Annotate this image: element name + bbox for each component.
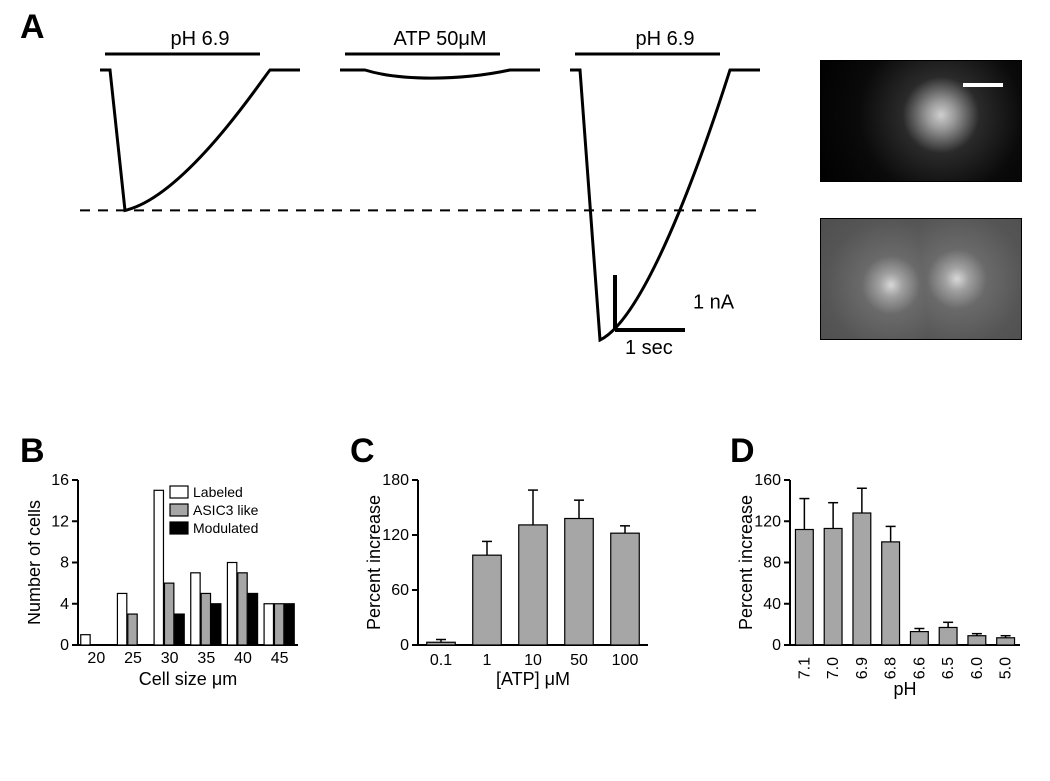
- svg-text:ASIC3 like: ASIC3 like: [193, 502, 259, 518]
- panel-d-chart: 0 40 80 120 160 Percent increase 7.1 7.0 6.9 6.8 6…: [735, 470, 1050, 750]
- svg-text:50: 50: [570, 652, 588, 669]
- svg-text:120: 120: [754, 513, 781, 530]
- svg-text:pH: pH: [893, 679, 916, 699]
- svg-text:45: 45: [271, 650, 289, 667]
- svg-text:6.8: 6.8: [883, 657, 900, 679]
- svg-text:40: 40: [763, 596, 781, 613]
- svg-text:7.0: 7.0: [825, 657, 842, 679]
- svg-text:1 sec: 1 sec: [625, 337, 673, 359]
- svg-text:16: 16: [51, 472, 69, 489]
- panel-b-label: B: [20, 432, 45, 471]
- svg-text:20: 20: [87, 650, 105, 667]
- svg-text:30: 30: [161, 650, 179, 667]
- panel-a-traces: pH 6.9 ATP 50μM pH 6.9 1 nA 1 sec: [70, 30, 770, 400]
- svg-text:Number of cells: Number of cells: [28, 500, 44, 625]
- svg-text:5.0: 5.0: [998, 657, 1015, 679]
- panel-a-label: A: [20, 8, 45, 47]
- svg-text:25: 25: [124, 650, 142, 667]
- svg-text:6.5: 6.5: [940, 657, 957, 679]
- svg-text:1: 1: [483, 652, 492, 669]
- panel-c-chart: 0 60 120 180 Percent increase 0.1 1 10 50 100 [ATP…: [363, 470, 683, 730]
- svg-text:0: 0: [400, 637, 409, 654]
- svg-text:[ATP] μM: [ATP] μM: [496, 669, 570, 689]
- svg-text:Percent increase: Percent increase: [364, 495, 384, 630]
- svg-text:180: 180: [382, 472, 409, 489]
- svg-text:60: 60: [391, 582, 409, 599]
- svg-text:100: 100: [612, 652, 639, 669]
- svg-text:160: 160: [754, 472, 781, 489]
- svg-text:10: 10: [524, 652, 542, 669]
- micrograph-brightfield: [820, 218, 1022, 340]
- scale-bar: [963, 83, 1003, 87]
- svg-text:6.9: 6.9: [854, 657, 871, 679]
- svg-text:Labeled: Labeled: [193, 484, 243, 500]
- micrograph-fluorescence: [820, 60, 1022, 182]
- svg-text:120: 120: [382, 527, 409, 544]
- svg-text:6.6: 6.6: [911, 657, 928, 679]
- svg-text:8: 8: [60, 555, 69, 572]
- svg-text:Modulated: Modulated: [193, 520, 258, 536]
- panel-c-label: C: [350, 432, 375, 471]
- svg-text:7.1: 7.1: [796, 657, 813, 679]
- svg-text:pH 6.9: pH 6.9: [636, 30, 695, 50]
- svg-text:Percent increase: Percent increase: [736, 495, 756, 630]
- svg-text:0.1: 0.1: [430, 652, 452, 669]
- panel-b-chart: 0 4 8 12 16 Number of cells 20 25 30 35 40 45 Labele…: [28, 470, 328, 730]
- svg-text:80: 80: [763, 555, 781, 572]
- svg-text:1 nA: 1 nA: [693, 292, 735, 314]
- svg-text:pH 6.9: pH 6.9: [171, 30, 230, 50]
- svg-text:6.0: 6.0: [969, 657, 986, 679]
- svg-text:40: 40: [234, 650, 252, 667]
- svg-text:35: 35: [197, 650, 215, 667]
- svg-text:4: 4: [60, 596, 69, 613]
- svg-text:12: 12: [51, 513, 69, 530]
- svg-text:Cell size μm: Cell size μm: [139, 669, 237, 689]
- svg-text:0: 0: [772, 637, 781, 654]
- svg-text:0: 0: [60, 637, 69, 654]
- svg-text:ATP 50μM: ATP 50μM: [393, 30, 486, 50]
- panel-d-label: D: [730, 432, 755, 471]
